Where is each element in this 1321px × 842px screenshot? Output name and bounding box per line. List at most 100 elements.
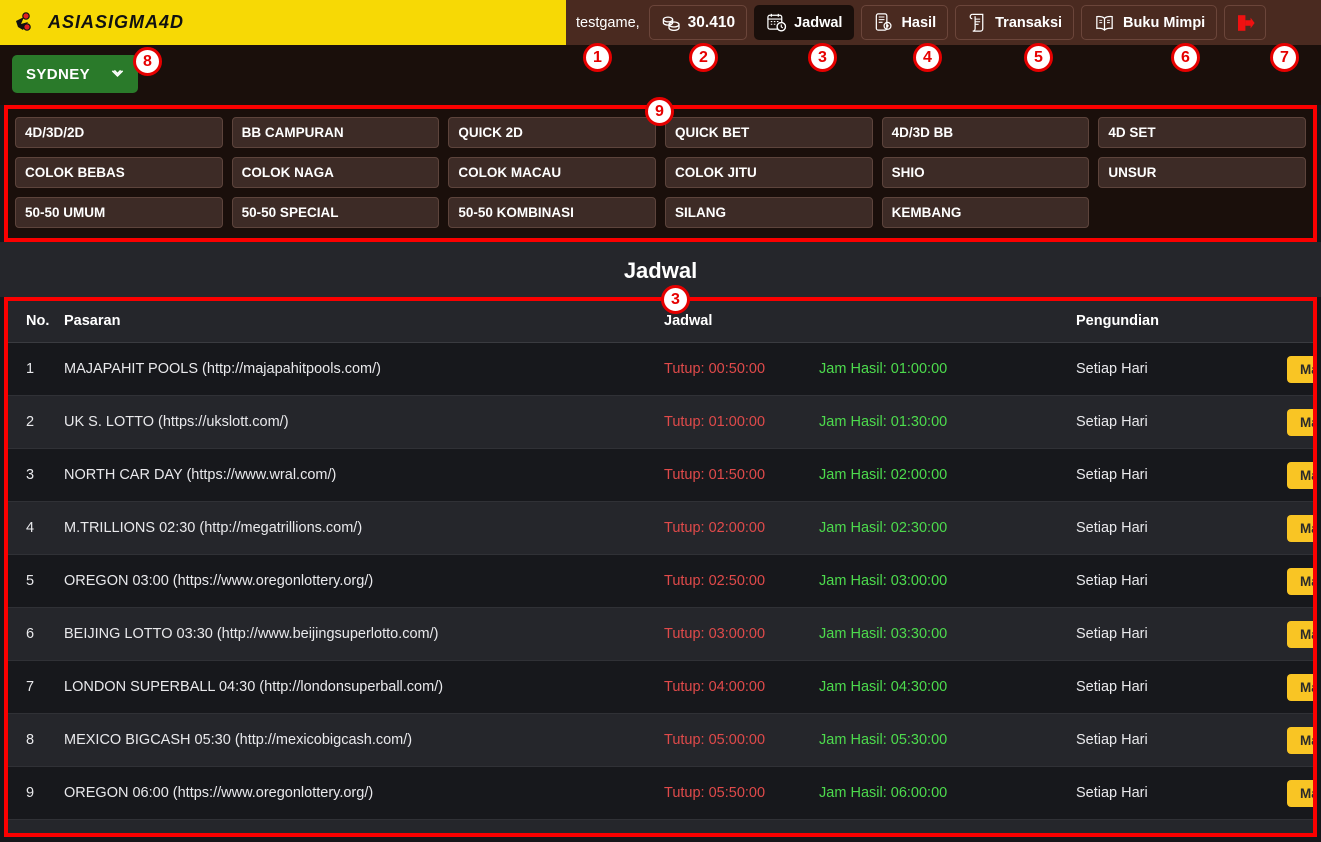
bet-type-button[interactable]: 4D/3D BB	[881, 117, 1090, 148]
col-header-jadwal: Jadwal	[664, 301, 1076, 343]
cell-action: Main	[1281, 448, 1313, 502]
nav-buku-mimpi-button[interactable]: Buku Mimpi	[1081, 5, 1218, 40]
main-button[interactable]: Main	[1287, 567, 1313, 595]
cell-pengundian: Setiap Hari	[1076, 766, 1281, 820]
annotation-badge-6: 6	[1171, 43, 1200, 72]
main-button[interactable]: Main	[1287, 673, 1313, 701]
cell-jadwal: Tutup: 03:00:00 Jam Hasil: 03:30:00	[664, 607, 1076, 661]
table-row: 5 OREGON 03:00 (https://www.oregonlottery…	[8, 554, 1313, 608]
star-chain-logo-icon	[14, 10, 40, 36]
bet-type-button[interactable]: UNSUR	[1098, 157, 1306, 188]
table-row: 10BEIJING LOTTO 06:30 (http://www.beijin…	[8, 819, 1313, 833]
bet-type-button[interactable]: QUICK BET	[665, 117, 873, 148]
nav-buku-mimpi-label: Buku Mimpi	[1123, 14, 1206, 31]
cell-tutup-time: Tutup: 05:50:00	[664, 785, 766, 801]
bet-type-button[interactable]: 50-50 UMUM	[15, 197, 223, 228]
cell-hasil-time: Jam Hasil: 02:00:00	[819, 467, 948, 483]
cell-action: Main	[1281, 554, 1313, 608]
cell-pengundian: Setiap Hari	[1076, 395, 1281, 449]
main-button[interactable]: Main	[1287, 514, 1313, 542]
table-head: No. Pasaran Jadwal Pengundian	[8, 301, 1313, 343]
brand-logo[interactable]: ASIASIGMA4D	[0, 0, 566, 45]
cell-pengundian: Setiap Hari	[1076, 660, 1281, 714]
cell-pengundian: Setiap Hari	[1076, 713, 1281, 767]
cell-pasaran: BEIJING LOTTO 03:30 (http://www.beijings…	[64, 607, 664, 661]
cell-jadwal: Tutup: 02:00:00 Jam Hasil: 02:30:00	[664, 501, 1076, 555]
cell-pengundian: Setiap Hari	[1076, 501, 1281, 555]
annotation-badge-9: 9	[645, 97, 674, 126]
nav-transaksi-button[interactable]: Transaksi	[955, 5, 1075, 40]
annotation-badge-2: 2	[689, 43, 718, 72]
nav-jadwal-label: Jadwal	[794, 14, 843, 31]
cell-jadwal: Tutup: 04:00:00 Jam Hasil: 04:30:00	[664, 660, 1076, 714]
bet-type-button[interactable]: 4D SET	[1098, 117, 1306, 148]
bet-type-button[interactable]: COLOK JITU	[665, 157, 873, 188]
cell-tutup-time: Tutup: 02:50:00	[664, 573, 766, 589]
cell-hasil-time: Jam Hasil: 05:30:00	[819, 732, 948, 748]
open-book-icon	[1093, 13, 1116, 33]
bet-type-placeholder	[1098, 197, 1306, 228]
receipt-scroll-icon	[967, 12, 988, 33]
market-select-button[interactable]: SYDNEY	[12, 55, 138, 93]
bet-type-button[interactable]: 50-50 KOMBINASI	[448, 197, 656, 228]
annotation-badge-5: 5	[1024, 43, 1053, 72]
cell-hasil-time: Jam Hasil: 01:00:00	[819, 361, 948, 377]
table-row: 4 M.TRILLIONS 02:30 (http://megatrillions…	[8, 501, 1313, 555]
cell-hasil-time: Jam Hasil: 06:00:00	[819, 785, 948, 801]
col-header-no: No.	[8, 301, 64, 343]
bet-type-button[interactable]: SILANG	[665, 197, 873, 228]
cell-pasaran: M.TRILLIONS 02:30 (http://megatrillions.…	[64, 501, 664, 555]
bet-type-button[interactable]: COLOK NAGA	[231, 157, 440, 188]
cell-jadwal: Tutup: 01:00:00 Jam Hasil: 01:30:00	[664, 395, 1076, 449]
username-label: testgame,	[576, 14, 640, 31]
cell-pengundian: Setiap Hari	[1076, 448, 1281, 502]
cell-jadwal: Tutup: 02:50:00 Jam Hasil: 03:00:00	[664, 554, 1076, 608]
bet-type-button[interactable]: 50-50 SPECIAL	[231, 197, 440, 228]
market-selector-row: SYDNEY	[0, 45, 1321, 105]
cell-pasaran: BEIJING LOTTO 06:30 (http://www.beijings…	[64, 819, 664, 833]
annotation-badge-1: 1	[583, 43, 612, 72]
bet-type-button[interactable]: KEMBANG	[881, 197, 1090, 228]
bet-type-button[interactable]: 4D/3D/2D	[15, 117, 223, 148]
nav-jadwal-button[interactable]: Jadwal	[754, 5, 855, 40]
cell-action: Main	[1281, 395, 1313, 449]
cell-jadwal: Tutup: 05:50:00 Jam Hasil: 06:00:00	[664, 766, 1076, 820]
cell-tutup-time: Tutup: 02:00:00	[664, 520, 766, 536]
top-header: ASIASIGMA4D testgame, 30.410	[0, 0, 1321, 45]
table-row: 3 NORTH CAR DAY (https://www.wral.com/) Tu…	[8, 448, 1313, 502]
logout-button[interactable]	[1224, 5, 1267, 40]
cell-action: Main	[1281, 501, 1313, 555]
bet-type-button[interactable]: COLOK BEBAS	[15, 157, 223, 188]
col-header-pengundian: Pengundian	[1076, 301, 1281, 343]
bet-type-button[interactable]: QUICK 2D	[448, 117, 656, 148]
main-button[interactable]: Main	[1287, 355, 1313, 383]
cell-action: Main	[1281, 607, 1313, 661]
nav-hasil-button[interactable]: Hasil	[861, 5, 949, 40]
table-row: 1 MAJAPAHIT POOLS (http://majapahitpools.…	[8, 342, 1313, 396]
calendar-clock-icon	[766, 12, 787, 33]
bet-type-button[interactable]: SHIO	[881, 157, 1090, 188]
cell-pengundian: Setiap Hari	[1076, 342, 1281, 396]
main-button[interactable]: Main	[1287, 726, 1313, 754]
cell-pengundian: Setiap Hari	[1076, 607, 1281, 661]
header-actions: testgame, 30.410	[566, 0, 1321, 45]
col-header-action	[1281, 301, 1313, 343]
logout-icon	[1234, 12, 1256, 34]
main-button[interactable]: Main	[1287, 779, 1313, 807]
bet-type-button[interactable]: COLOK MACAU	[448, 157, 656, 188]
cell-tutup-time: Tutup: 01:50:00	[664, 467, 766, 483]
table-row: 8 MEXICO BIGCASH 05:30 (http://mexicobigc…	[8, 713, 1313, 767]
cell-tutup-time: Tutup: 03:00:00	[664, 626, 766, 642]
coins-icon	[661, 14, 681, 32]
main-button[interactable]: Main	[1287, 408, 1313, 436]
bet-type-button[interactable]: BB CAMPURAN	[231, 117, 440, 148]
cell-pengundian: Setiap Hari	[1076, 819, 1281, 833]
cell-tutup-time: Tutup: 00:50:00	[664, 361, 766, 377]
cell-no: 3	[8, 448, 64, 502]
balance-button[interactable]: 30.410	[648, 5, 748, 40]
main-button[interactable]: Main	[1287, 461, 1313, 489]
main-button[interactable]: Main	[1287, 620, 1313, 648]
table-body: 1 MAJAPAHIT POOLS (http://majapahitpools.…	[8, 342, 1313, 833]
main-button[interactable]: Main	[1287, 832, 1313, 833]
